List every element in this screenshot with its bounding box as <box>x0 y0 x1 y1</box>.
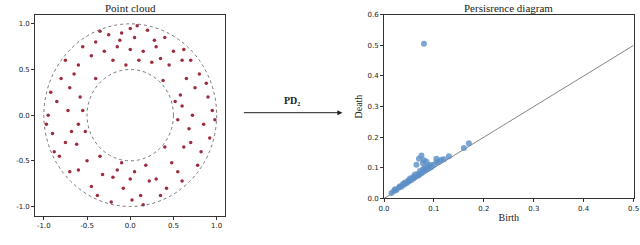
svg-text:0.5: 0.5 <box>628 205 639 213</box>
svg-text:0.5: 0.5 <box>168 222 179 230</box>
svg-text:0.0: 0.0 <box>125 222 136 230</box>
svg-text:0.0: 0.0 <box>19 112 30 120</box>
svg-text:0.4: 0.4 <box>367 72 379 80</box>
svg-text:-1.0: -1.0 <box>37 222 51 230</box>
svg-text:0.2: 0.2 <box>478 205 489 213</box>
svg-text:1.0: 1.0 <box>211 222 222 230</box>
svg-text:0.1: 0.1 <box>428 205 439 213</box>
svg-text:Birth: Birth <box>499 212 520 223</box>
svg-text:Persisrence diagram: Persisrence diagram <box>464 2 553 14</box>
svg-text:-1.0: -1.0 <box>16 203 30 211</box>
svg-text:0.0: 0.0 <box>367 195 378 203</box>
svg-text:0.6: 0.6 <box>367 11 379 19</box>
svg-text:0.0: 0.0 <box>378 205 389 213</box>
svg-text:0.5: 0.5 <box>367 42 378 50</box>
svg-text:0.1: 0.1 <box>367 164 378 172</box>
svg-text:0.4: 0.4 <box>578 205 590 213</box>
svg-text:-0.5: -0.5 <box>80 222 94 230</box>
svg-text:PD₂: PD₂ <box>284 95 300 106</box>
svg-text:0.3: 0.3 <box>528 205 539 213</box>
svg-text:0.3: 0.3 <box>367 103 378 111</box>
svg-text:Point cloud: Point cloud <box>105 2 156 14</box>
svg-text:Death: Death <box>353 95 364 119</box>
svg-text:0.2: 0.2 <box>367 134 378 142</box>
svg-text:-0.5: -0.5 <box>16 157 30 165</box>
svg-text:0.5: 0.5 <box>19 66 30 74</box>
svg-text:1.0: 1.0 <box>19 20 30 28</box>
